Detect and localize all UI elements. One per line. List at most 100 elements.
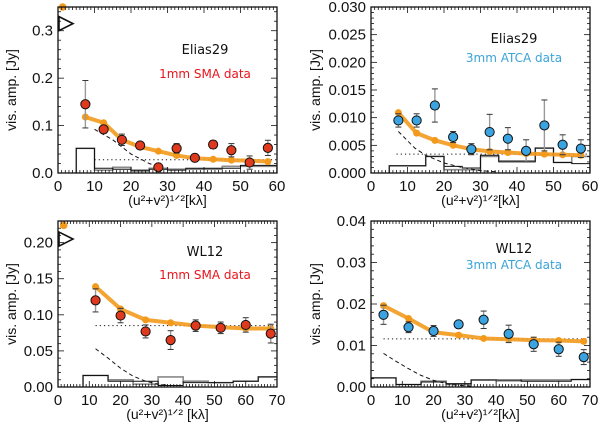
data-point [393,115,404,126]
x-tick-label: 50 [206,392,223,409]
data-point [429,100,440,111]
data-point [153,162,164,173]
x-tick-label: 30 [472,178,489,195]
model-point [209,155,217,163]
histogram-black [371,377,590,387]
model-point [173,151,181,159]
model-point [264,158,272,166]
data-point [116,134,127,145]
data-point [378,309,389,320]
x-axis-title: (u²+v²)¹ᐟ² [kλ] [126,406,209,422]
panel-bottom-left: 0 10 20 30 40 50 60 70 0.00 0.05 0.10 0.15 0.20 vis. … [3,220,286,422]
y-tick-label: 0.010 [328,110,366,127]
x-tick-label: 50 [545,178,562,195]
x-tick-label: 0 [367,178,375,195]
dataset-label: 3mm ATCA data [466,258,562,272]
model-point [504,149,512,157]
data-point [557,139,568,150]
plot-area [371,302,590,387]
data-point [265,328,276,339]
model-point [227,156,235,164]
y-tick-label: 0.0 [32,165,53,182]
data-point [244,157,255,168]
zero-spacing-model-point [59,221,68,230]
triangle-right-marker [58,230,75,248]
dataset-label: 1mm SMA data [159,67,251,81]
y-axis-title: vis. amp. [Jy] [3,263,19,345]
x-tick-label: 50 [232,178,249,195]
y-axis-title: vis. amp. [Jy] [307,263,323,345]
data-point [478,314,489,325]
x-tick-label: 20 [436,178,453,195]
data-point [208,139,219,150]
data-point [503,328,514,339]
y-tick-label: 0.1 [32,118,53,135]
x-axis-title: (u²+v²)¹ᐟ²[kλ] [441,406,520,422]
x-tick-label: 40 [196,178,213,195]
x-tick-label: 10 [86,178,103,195]
histogram-black [388,147,590,173]
y-tick-label: 0.02 [337,296,366,313]
x-tick-label: 10 [81,392,98,409]
x-tick-label: 70 [269,392,286,409]
x-tick-label: 30 [144,392,161,409]
triangle-right-marker [58,15,75,32]
x-tick-label: 70 [582,392,599,409]
y-tick-label: 0.20 [24,235,53,252]
y-tick-label: 0.025 [328,27,366,44]
model-line [94,285,271,331]
data-point [448,131,459,143]
plot-frame [370,220,591,388]
source-name-label: WL12 [187,245,224,260]
dashed-curve [94,128,161,168]
dashed-curve [383,352,472,387]
y-tick-label: 0.15 [24,271,53,288]
x-tick-label: 20 [112,392,129,409]
x-tick-label: 60 [269,178,286,195]
y-tick-label: 0.000 [328,165,366,182]
data-point [575,143,586,154]
x-tick-label: 0 [367,392,375,409]
x-tick-label: 60 [237,392,254,409]
x-tick-label: 50 [519,392,536,409]
source-name-label: WL12 [496,242,533,257]
data-point [98,124,109,135]
y-axis-title: vis. amp. [Jy] [3,49,19,131]
data-point [528,339,539,350]
x-tick-label: 10 [394,392,411,409]
x-tick-label: 0 [54,392,62,409]
data-point [484,126,495,138]
source-name-label: Elias29 [491,32,538,47]
panel-top-left: 0 10 20 30 40 50 60 0.0 0.1 0.2 0.3 vis. amp. [Jy] (… [3,3,285,208]
y-tick-label: 0.005 [328,137,366,154]
y-tick-label: 0.04 [337,213,366,230]
y-tick-label: 0.015 [328,82,366,99]
y-tick-label: 0.020 [328,54,366,71]
x-tick-label: 40 [509,178,526,195]
panel-bottom-right: 0 10 20 30 40 50 60 70 0.00 0.01 0.02 0.03 0.04 vis. … [307,213,598,422]
y-tick-label: 0.05 [24,343,53,360]
data-point [115,310,126,321]
x-tick-label: 10 [399,178,416,195]
x-tick-label: 0 [54,178,62,195]
plot-area [75,80,277,173]
plot-area [82,283,277,387]
data-point [578,352,589,363]
x-tick-label: 30 [457,392,474,409]
source-name-label: Elias29 [182,43,229,58]
x-axis-title: (u²+v²)¹ᐟ²[kλ] [128,192,207,208]
y-tick-label: 0.03 [337,255,366,272]
y-tick-label: 0.3 [32,23,53,40]
model-point [455,331,463,339]
data-point [411,115,422,126]
data-point [140,326,151,337]
x-tick-label: 20 [425,392,442,409]
model-point [480,334,488,342]
data-point [466,144,477,155]
model-point [449,141,457,149]
model-point [394,109,402,117]
y-tick-label: 0.2 [32,70,53,87]
x-tick-label: 60 [582,178,599,195]
model-point [154,147,162,155]
